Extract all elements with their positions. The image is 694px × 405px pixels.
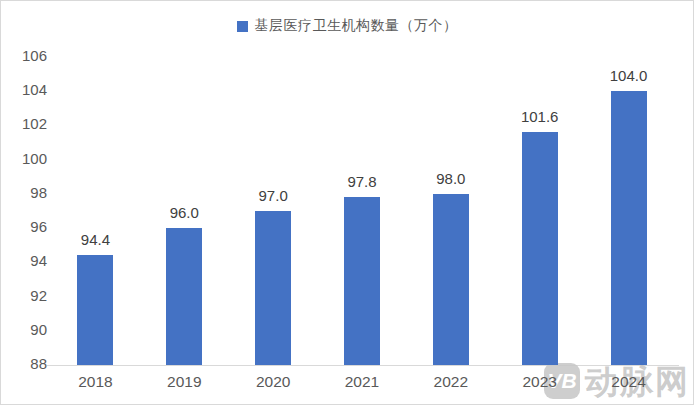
bar-2021 [344,197,380,365]
y-tick-label: 92 [1,286,47,303]
bar-2024 [611,91,647,365]
bar-value-label: 101.6 [505,108,575,125]
bar-value-label: 104.0 [594,67,664,84]
y-tick-label: 96 [1,218,47,235]
legend: 基层医疗卫生机构数量（万个） [1,17,693,35]
x-tick-label: 2023 [505,373,575,391]
legend-marker-icon [237,21,248,32]
x-tick-label: 2018 [60,373,130,391]
y-tick-label: 88 [1,355,47,372]
x-tick-label: 2019 [149,373,219,391]
x-axis-line [47,365,679,366]
bar-value-label: 98.0 [416,170,486,187]
bar-2023 [522,132,558,365]
x-tick-label: 2024 [594,373,664,391]
bar-2019 [166,228,202,365]
y-tick-label: 100 [1,149,47,166]
y-tick-label: 106 [1,47,47,64]
bar-2020 [255,211,291,365]
y-tick-label: 98 [1,183,47,200]
bar-2018 [77,255,113,365]
bar-chart: 基层医疗卫生机构数量（万个） 889092949698100102104106 … [0,0,694,405]
bar-value-label: 97.8 [327,173,397,190]
y-tick-label: 104 [1,81,47,98]
bar-value-label: 96.0 [149,204,219,221]
legend-label: 基层医疗卫生机构数量（万个） [255,17,458,35]
y-tick-label: 102 [1,115,47,132]
bar-value-label: 97.0 [238,187,308,204]
x-tick-label: 2021 [327,373,397,391]
y-tick-label: 90 [1,320,47,337]
y-tick-label: 94 [1,252,47,269]
bar-value-label: 94.4 [60,231,130,248]
x-tick-label: 2022 [416,373,486,391]
bar-2022 [433,194,469,365]
x-tick-label: 2020 [238,373,308,391]
y-axis: 88 90 92 94 96 98 100 102 104 106 [1,1,47,404]
